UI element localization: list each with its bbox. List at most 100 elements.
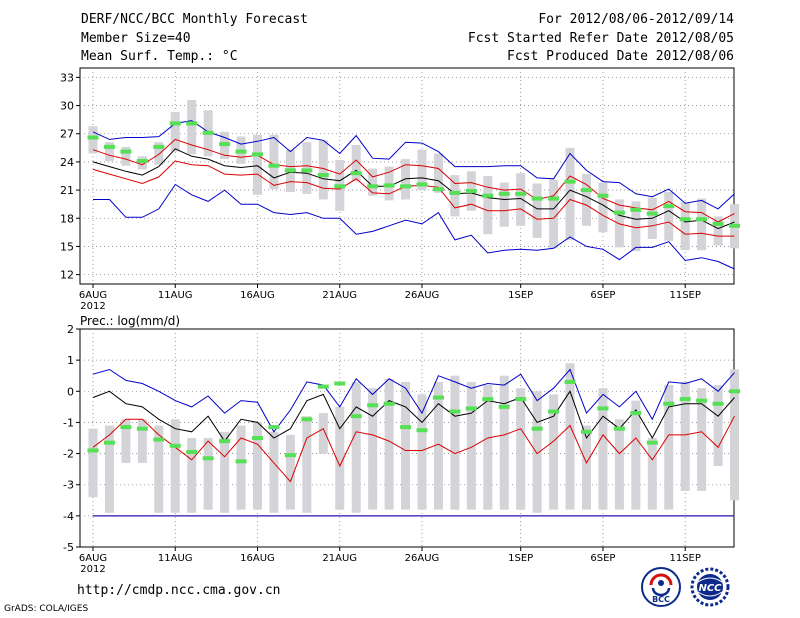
median-marker bbox=[416, 428, 428, 433]
median-marker bbox=[416, 182, 428, 187]
x-tick-label: 11AUG bbox=[158, 553, 193, 564]
median-marker bbox=[531, 426, 543, 431]
ensemble-box bbox=[499, 182, 509, 227]
median-marker bbox=[531, 196, 543, 201]
median-marker bbox=[202, 130, 214, 135]
median-marker bbox=[597, 406, 609, 411]
median-marker bbox=[317, 384, 329, 389]
x-year-label: 2012 bbox=[80, 564, 105, 575]
median-marker bbox=[564, 179, 576, 184]
ensemble-box bbox=[647, 438, 657, 510]
ensemble-box bbox=[631, 201, 641, 252]
ensemble-box bbox=[532, 391, 542, 513]
y-tick-label: 12 bbox=[60, 269, 74, 282]
ensemble-box bbox=[598, 388, 608, 510]
ensemble-box bbox=[532, 183, 542, 238]
y-tick-label: 2 bbox=[67, 323, 74, 336]
ensemble-box bbox=[187, 438, 197, 513]
ensemble-box bbox=[269, 134, 279, 190]
chart-title: DERF/NCC/BCC Monthly Forecast bbox=[81, 12, 308, 27]
median-marker bbox=[449, 190, 461, 195]
median-marker bbox=[219, 142, 231, 147]
ensemble-box bbox=[549, 179, 559, 249]
ensemble-box bbox=[88, 428, 98, 498]
median-marker bbox=[367, 184, 379, 189]
forecast-start-date: Fcst Started Refer Date 2012/08/05 bbox=[467, 31, 734, 46]
median-marker bbox=[186, 450, 198, 455]
median-marker bbox=[103, 440, 115, 445]
ensemble-box bbox=[285, 434, 295, 510]
y-tick-label: -1 bbox=[63, 416, 74, 429]
x-year-label: 2012 bbox=[80, 301, 105, 312]
median-marker bbox=[630, 207, 642, 212]
ensemble-box bbox=[697, 198, 707, 251]
ensemble-box bbox=[170, 112, 180, 152]
median-marker bbox=[103, 144, 115, 149]
y-tick-label: 0 bbox=[67, 385, 74, 398]
ensemble-box bbox=[565, 147, 575, 240]
median-marker bbox=[202, 456, 214, 461]
ensemble-box bbox=[483, 176, 493, 235]
ensemble-box bbox=[88, 126, 98, 154]
median-marker bbox=[120, 425, 132, 430]
median-marker bbox=[432, 187, 444, 192]
median-marker bbox=[284, 453, 296, 458]
ensemble-box bbox=[220, 431, 230, 513]
median-marker bbox=[646, 211, 658, 216]
series-lower-line bbox=[92, 415, 735, 483]
median-marker bbox=[350, 414, 362, 419]
ensemble-box bbox=[417, 394, 427, 510]
forecast-produced-date: Fcst Produced Date 2012/08/06 bbox=[507, 49, 734, 64]
ensemble-box bbox=[664, 385, 674, 510]
series-upper-line bbox=[92, 138, 735, 223]
median-marker bbox=[449, 409, 461, 414]
ensemble-box bbox=[351, 145, 361, 182]
ensemble-box bbox=[516, 388, 526, 510]
ensemble-box bbox=[318, 413, 328, 454]
median-marker bbox=[548, 409, 560, 414]
y-tick-label: 1 bbox=[67, 354, 74, 367]
y-tick-label: 21 bbox=[60, 184, 74, 197]
median-marker bbox=[712, 401, 724, 406]
forecast-period: For 2012/08/06-2012/09/14 bbox=[538, 12, 734, 27]
median-marker bbox=[301, 417, 313, 422]
ensemble-box bbox=[450, 375, 460, 510]
series-mean-line bbox=[92, 148, 735, 230]
ensemble-box bbox=[516, 173, 526, 226]
ensemble-box bbox=[713, 385, 723, 467]
median-marker bbox=[367, 403, 379, 408]
median-marker bbox=[120, 149, 132, 154]
ensemble-box bbox=[351, 381, 361, 513]
bcc-logo-text: BCC bbox=[652, 595, 670, 604]
series-upper-line bbox=[92, 390, 735, 442]
median-marker bbox=[186, 121, 198, 126]
median-marker bbox=[498, 404, 510, 409]
median-marker bbox=[317, 173, 329, 178]
x-tick-label: 6SEP bbox=[590, 553, 615, 564]
ensemble-box bbox=[483, 385, 493, 510]
source-url[interactable]: http://cmdp.ncc.cma.gov.cn bbox=[77, 583, 281, 598]
x-tick-label: 11SEP bbox=[669, 290, 700, 301]
median-marker bbox=[465, 406, 477, 411]
median-marker bbox=[465, 189, 477, 194]
ensemble-box bbox=[154, 142, 164, 165]
ensemble-box bbox=[170, 419, 180, 513]
precip-label: Prec.: log(mm/d) bbox=[80, 314, 180, 328]
median-marker bbox=[334, 381, 346, 386]
median-marker bbox=[268, 163, 280, 168]
median-marker bbox=[432, 395, 444, 400]
ensemble-box bbox=[433, 381, 443, 510]
y-tick-label: -3 bbox=[63, 479, 74, 492]
median-marker bbox=[136, 158, 148, 163]
variable-label: Mean Surf. Temp.: °C bbox=[81, 49, 238, 64]
ensemble-box bbox=[499, 375, 509, 510]
y-tick-label: 15 bbox=[60, 240, 74, 253]
x-tick-label: 16AUG bbox=[240, 553, 275, 564]
ensemble-box bbox=[664, 191, 674, 241]
ensemble-box bbox=[614, 419, 624, 510]
ensemble-box bbox=[466, 381, 476, 510]
x-tick-label: 1SEP bbox=[508, 553, 533, 564]
median-marker bbox=[153, 437, 165, 442]
ensemble-box bbox=[401, 381, 411, 510]
